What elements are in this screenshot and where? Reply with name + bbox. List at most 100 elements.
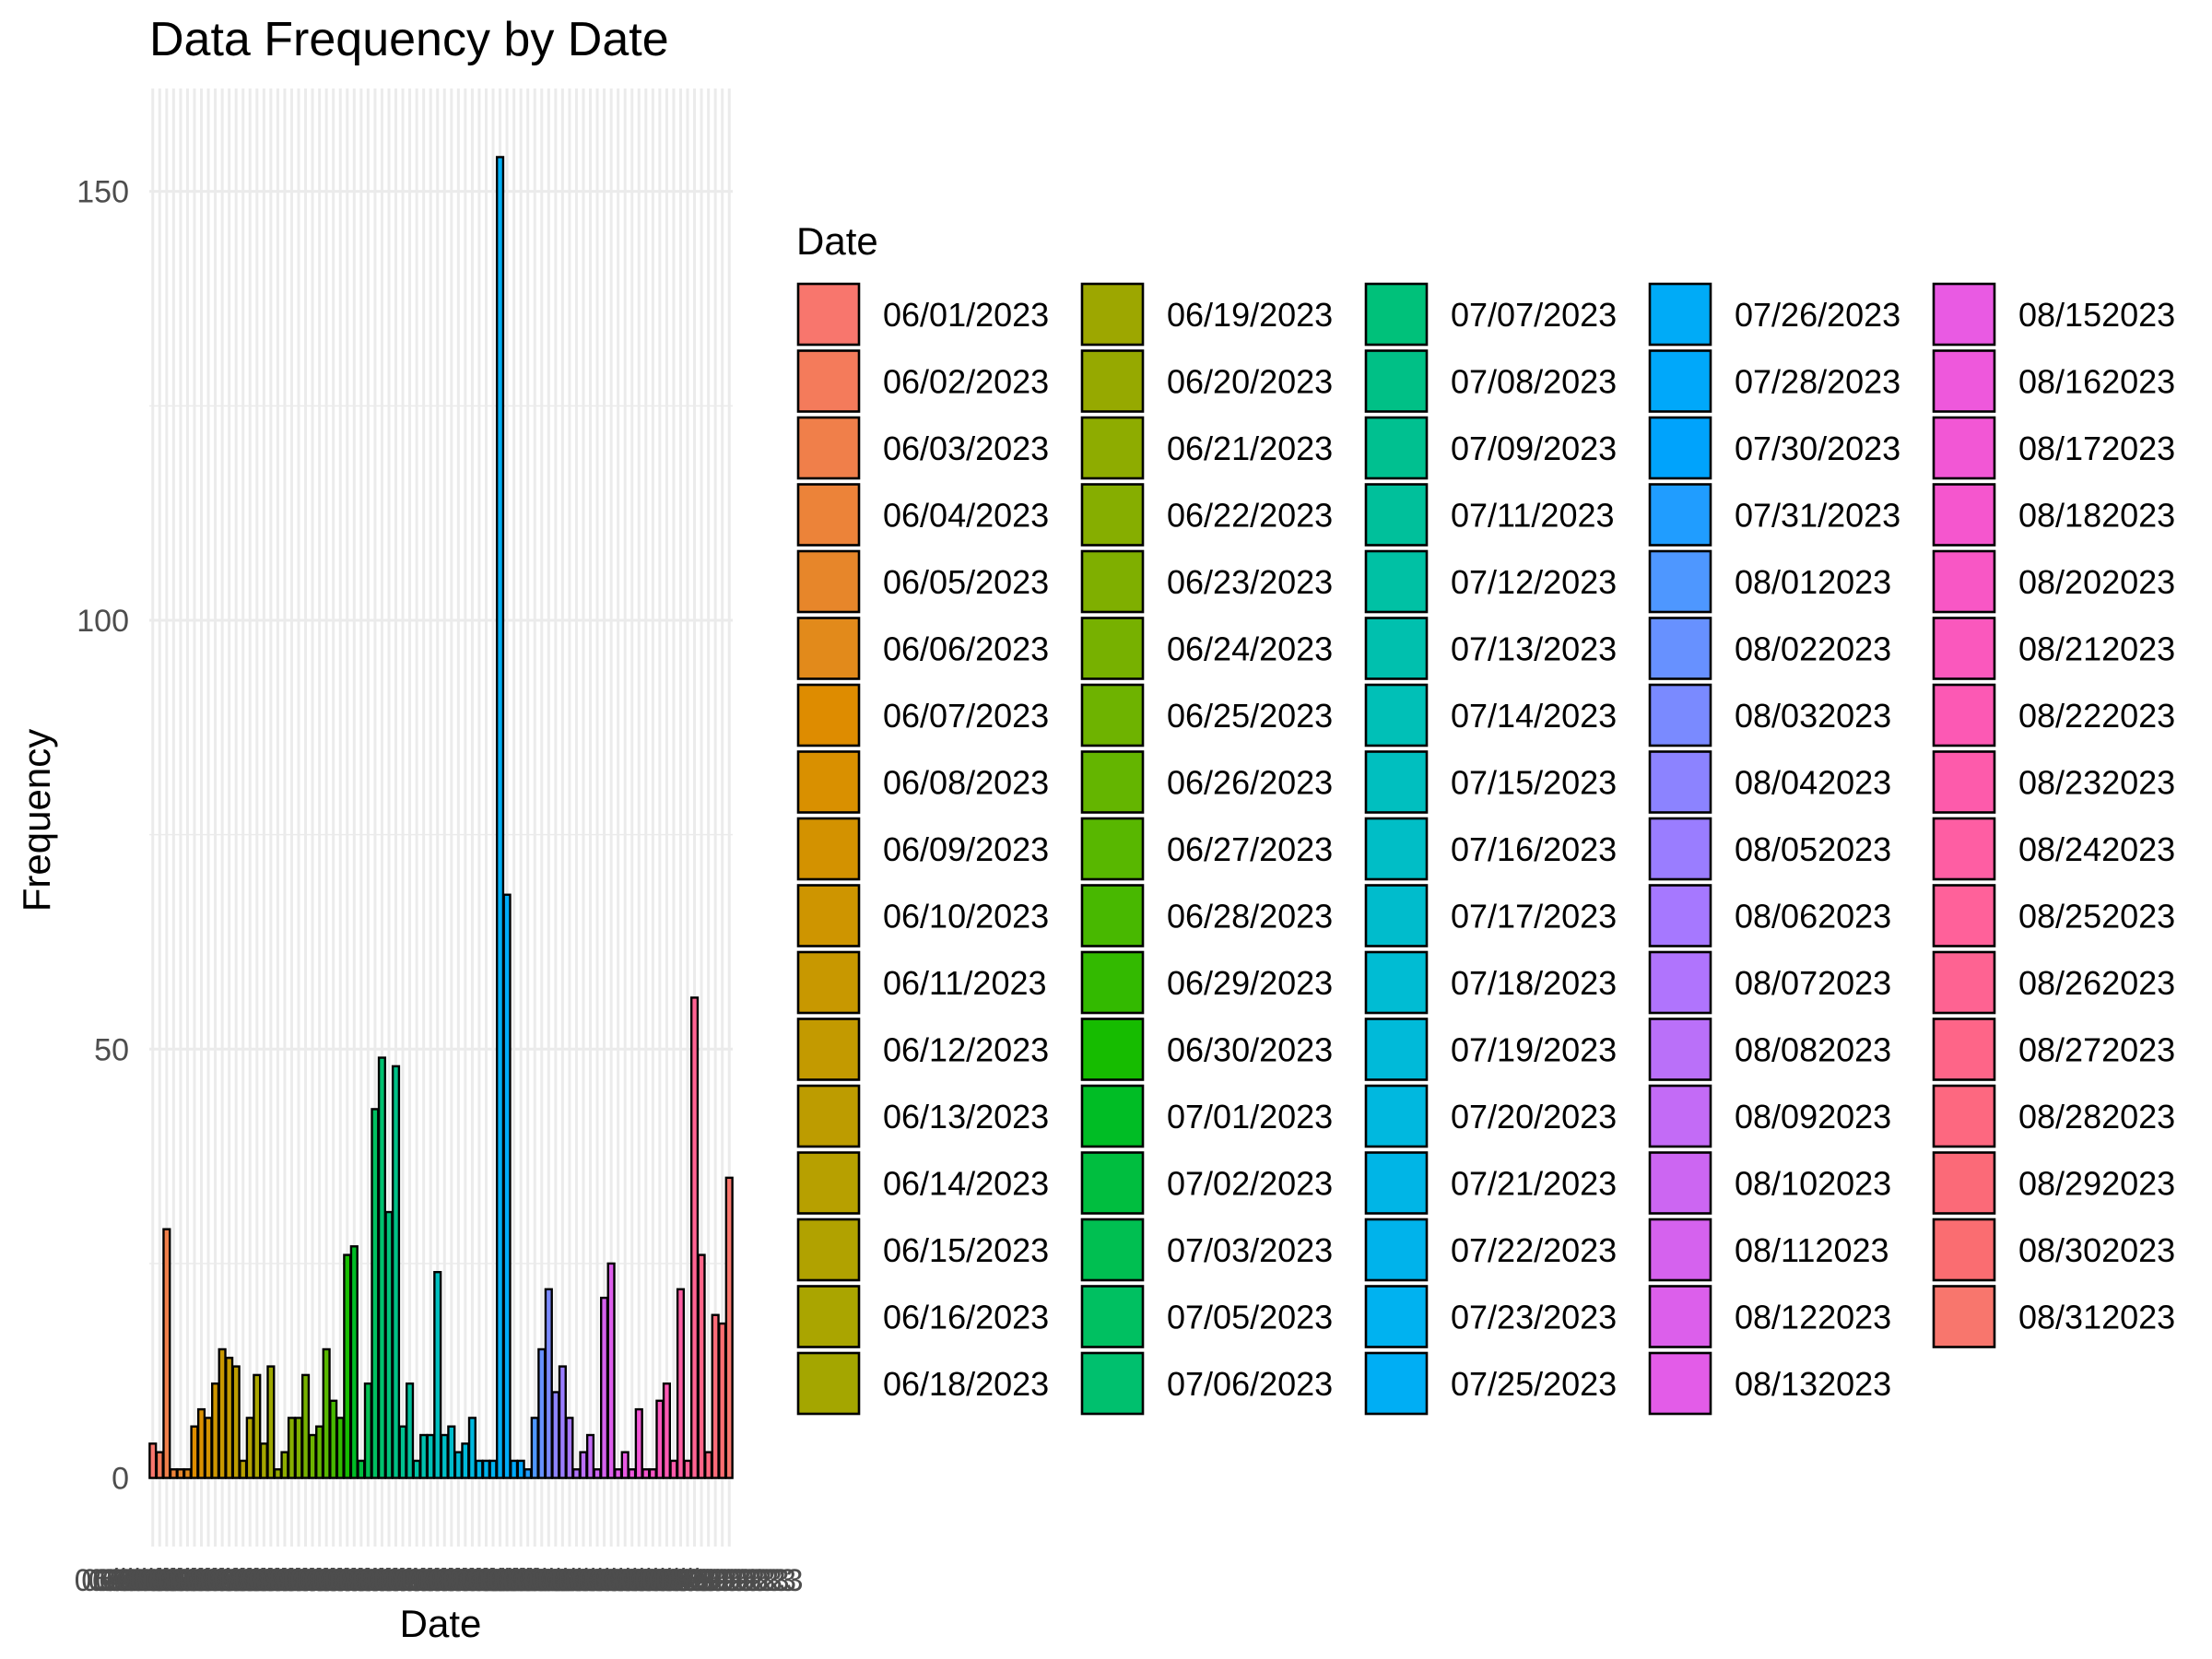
x-tick-label: 06/18/2023 xyxy=(185,1563,342,1598)
legend-label: 07/12/2023 xyxy=(1451,563,1617,601)
x-tick-label: 08/212023 xyxy=(586,1563,735,1598)
legend-label: 06/28/2023 xyxy=(1167,898,1333,935)
legend-label: 07/30/2023 xyxy=(1735,429,1900,467)
legend-label: 08/252023 xyxy=(2018,898,2175,935)
bar-06-23-2023 xyxy=(294,1417,303,1479)
x-tick-label: 06/13/2023 xyxy=(158,1563,314,1598)
bar-07-18-2023 xyxy=(453,1451,463,1479)
legend-label: 06/04/2023 xyxy=(883,497,1049,535)
legend-label: 08/292023 xyxy=(2018,1165,2175,1203)
legend-key xyxy=(1648,549,1712,614)
bar-06-10-2023 xyxy=(210,1382,220,1479)
bar-06-12-2023 xyxy=(225,1357,234,1479)
legend-label: 08/032023 xyxy=(1735,697,1891,735)
x-tick-label: 07/06/2023 xyxy=(303,1563,460,1598)
legend-label: 06/26/2023 xyxy=(1167,764,1333,802)
legend-key xyxy=(1080,282,1145,347)
legend-key xyxy=(1364,349,1429,413)
bar-08-062023 xyxy=(565,1417,574,1479)
legend-key xyxy=(1648,1084,1712,1148)
legend-key xyxy=(1364,1285,1429,1348)
bar-06-07-2023 xyxy=(190,1425,199,1479)
legend-label: 06/12/2023 xyxy=(883,1031,1049,1069)
legend-key xyxy=(796,617,861,680)
x-tick-label: 06/07/2023 xyxy=(116,1563,273,1598)
legend-key xyxy=(1648,683,1712,747)
legend-label: 06/16/2023 xyxy=(883,1299,1049,1336)
legend-label: 07/09/2023 xyxy=(1451,429,1617,467)
x-tick-label: 07/22/2023 xyxy=(407,1563,564,1598)
x-tick-label: 06/16/2023 xyxy=(179,1563,335,1598)
x-tick-label: 08/272023 xyxy=(628,1563,776,1598)
bar-06-01-2023 xyxy=(148,1442,158,1479)
x-tick-label: 08/312023 xyxy=(655,1563,804,1598)
legend-title: Date xyxy=(796,219,878,263)
legend-label: 06/15/2023 xyxy=(883,1231,1049,1269)
x-tick-label: 07/01/2023 xyxy=(276,1563,432,1598)
legend-key xyxy=(1648,1351,1712,1416)
x-tick-label: 07/02/2023 xyxy=(283,1563,440,1598)
legend-key xyxy=(1364,416,1429,480)
legend-label: 06/07/2023 xyxy=(883,697,1049,735)
x-tick-label: 06/04/2023 xyxy=(95,1563,252,1598)
legend-label: 07/20/2023 xyxy=(1451,1098,1617,1135)
y-tick-label: 100 xyxy=(76,604,129,639)
x-tick-label: 07/08/2023 xyxy=(317,1563,474,1598)
legend-key xyxy=(1080,817,1145,881)
legend-key xyxy=(1364,683,1429,747)
legend-key xyxy=(1080,884,1145,947)
legend-key xyxy=(796,1151,861,1215)
x-tick-label: 08/042023 xyxy=(481,1563,629,1598)
legend-label: 07/07/2023 xyxy=(1451,296,1617,334)
x-tick-label: 08/092023 xyxy=(516,1563,665,1598)
legend-label: 07/11/2023 xyxy=(1451,497,1615,535)
x-tick-label: 06/01/2023 xyxy=(75,1563,231,1598)
legend-key xyxy=(1648,1151,1712,1215)
legend-label: 07/03/2023 xyxy=(1167,1231,1333,1269)
bar-06-14-2023 xyxy=(239,1459,248,1479)
legend-label: 06/29/2023 xyxy=(1167,964,1333,1002)
bar-08-022023 xyxy=(537,1347,547,1479)
legend-label: 06/18/2023 xyxy=(883,1365,1049,1403)
legend-key xyxy=(796,817,861,881)
x-tick-label: 06/28/2023 xyxy=(255,1563,412,1598)
legend-key xyxy=(1364,483,1429,547)
legend-key xyxy=(1080,1285,1145,1348)
x-tick-label: 07/16/2023 xyxy=(366,1563,523,1598)
bar-08-052023 xyxy=(558,1365,567,1479)
bar-08-072023 xyxy=(571,1468,582,1479)
legend-key xyxy=(1364,549,1429,614)
x-tick-label: 07/09/2023 xyxy=(324,1563,481,1598)
x-tick-label: 06/24/2023 xyxy=(227,1563,383,1598)
legend-label: 07/25/2023 xyxy=(1451,1365,1617,1403)
legend-key xyxy=(1932,483,1996,547)
bar-08-262023 xyxy=(689,996,700,1479)
legend-key xyxy=(796,1018,861,1081)
legend-key xyxy=(796,884,861,947)
y-axis-title: Frequency xyxy=(15,729,58,912)
legend-label: 06/30/2023 xyxy=(1167,1031,1333,1069)
legend-label: 06/06/2023 xyxy=(883,630,1049,668)
bar-06-06-2023 xyxy=(182,1468,193,1479)
legend-label: 06/19/2023 xyxy=(1167,296,1333,334)
bar-06-24-2023 xyxy=(300,1373,311,1479)
legend-label: 08/052023 xyxy=(1735,830,1891,868)
legend-label: 07/18/2023 xyxy=(1451,964,1617,1002)
y-tick-label: 50 xyxy=(94,1032,129,1067)
bar-08-182023 xyxy=(641,1468,651,1479)
legend-label: 08/182023 xyxy=(2018,497,2175,535)
legend-label: 07/23/2023 xyxy=(1451,1299,1617,1336)
x-tick-label: 08/022023 xyxy=(467,1563,616,1598)
bar-06-09-2023 xyxy=(204,1417,213,1479)
bar-06-03-2023 xyxy=(162,1228,171,1479)
y-tick-label: 0 xyxy=(112,1462,129,1497)
bar-07-25-2023 xyxy=(495,156,505,1479)
x-tick-label: 07/20/2023 xyxy=(394,1563,550,1598)
legend-label: 06/24/2023 xyxy=(1167,630,1333,668)
legend-key xyxy=(1648,617,1712,680)
legend-key xyxy=(1648,950,1712,1015)
bar-06-19-2023 xyxy=(266,1365,276,1479)
legend-key xyxy=(1932,416,1996,480)
bar-07-22-2023 xyxy=(481,1459,491,1479)
legend-label: 08/012023 xyxy=(1735,563,1891,601)
